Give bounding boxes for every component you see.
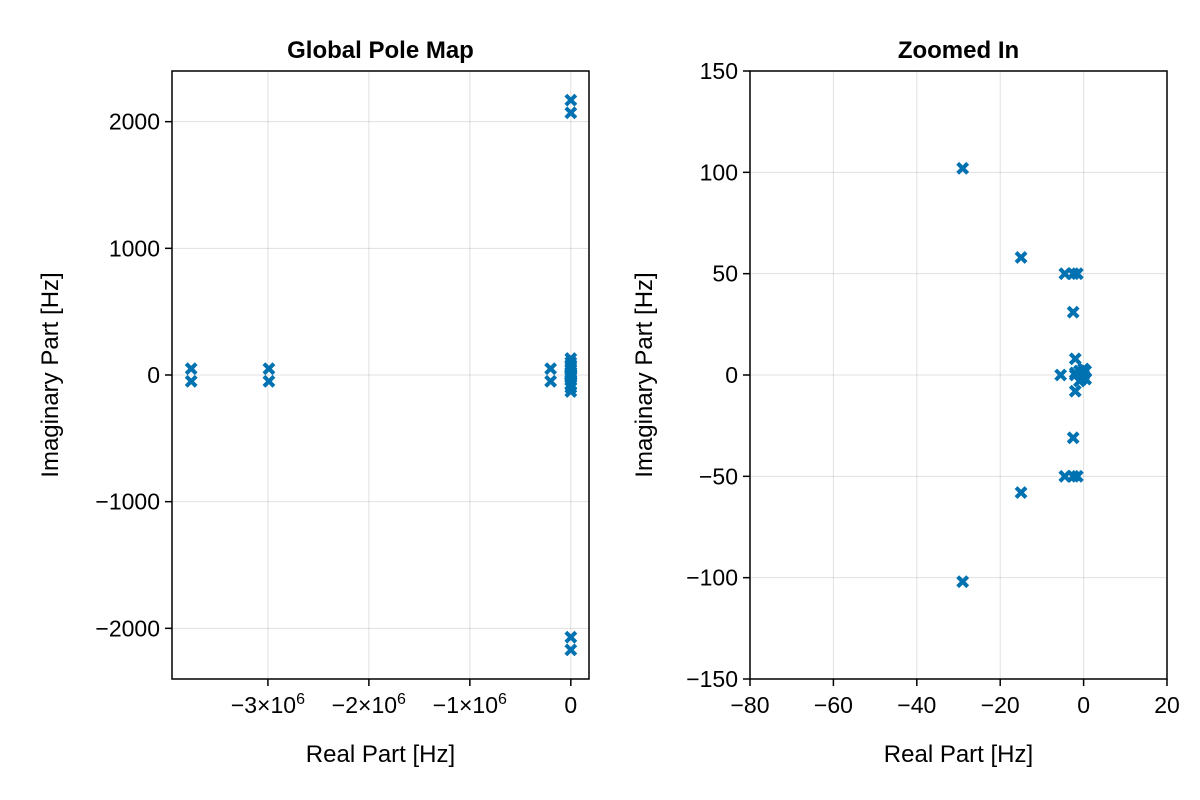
x-tick-label: −60 xyxy=(814,692,853,718)
x-tick-label: −2×106 xyxy=(332,691,406,718)
y-tick-label: 0 xyxy=(725,362,738,388)
pole-marker xyxy=(262,362,276,376)
pole-marker xyxy=(1070,469,1084,483)
pole-marker xyxy=(1068,352,1082,366)
pole-marker xyxy=(1068,384,1082,398)
x-tick-label: −80 xyxy=(730,692,769,718)
zoomed-in-panel: −80 −60 −40 −20 0 20 −150 −100 −50 0 50 100 150 Zoome… xyxy=(631,37,1180,768)
pole-marker xyxy=(544,362,558,376)
pole-marker xyxy=(184,362,198,376)
x-tick-label: −1×106 xyxy=(433,691,507,718)
pole-marker xyxy=(1054,368,1068,382)
y-tick-label: −100 xyxy=(686,565,738,591)
pole-marker xyxy=(262,374,276,388)
x-axis-label: Real Part [Hz] xyxy=(884,741,1033,768)
x-tick-label: 20 xyxy=(1154,692,1180,718)
y-tick-label: 2000 xyxy=(109,109,160,135)
pole-marker xyxy=(956,575,970,589)
pole-marker xyxy=(1014,251,1028,264)
pole-marker xyxy=(564,630,578,644)
pole-marker xyxy=(1066,431,1080,445)
global-pole-map-panel: −3×106 −2×106 −1×106 0 −2000 −1000 0 1000 2000 Gl… xyxy=(37,37,590,768)
y-axis-label: Imaginary Part [Hz] xyxy=(631,272,658,477)
chart-title: Global Pole Map xyxy=(287,37,474,64)
y-tick-label: 0 xyxy=(147,362,160,388)
x-tick-label: −3×106 xyxy=(231,691,305,718)
y-tick-label: 150 xyxy=(700,58,738,84)
pole-marker xyxy=(564,106,578,120)
x-tick-label: 0 xyxy=(564,692,577,718)
pole-marker xyxy=(564,643,578,657)
x-axis-label: Real Part [Hz] xyxy=(306,741,455,768)
chart-title: Zoomed In xyxy=(898,37,1019,64)
y-tick-label: −1000 xyxy=(95,489,160,515)
pole-marker xyxy=(564,93,578,107)
x-tick-label: −20 xyxy=(981,692,1020,718)
y-tick-label: −50 xyxy=(699,463,738,489)
y-tick-label: 100 xyxy=(700,159,738,185)
x-tick-label: 0 xyxy=(1077,692,1090,718)
pole-marker xyxy=(1073,374,1086,388)
y-axis-label: Imaginary Part [Hz] xyxy=(37,272,64,477)
pole-marker xyxy=(1070,267,1084,281)
pole-marker xyxy=(1014,486,1028,499)
pole-marker xyxy=(956,161,970,175)
pole-marker xyxy=(1066,305,1080,319)
pole-marker xyxy=(184,374,198,388)
y-tick-label: 1000 xyxy=(109,235,160,261)
y-tick-label: 50 xyxy=(712,261,738,287)
pole-marker xyxy=(1068,366,1082,380)
pole-marker xyxy=(544,374,558,388)
x-tick-label: −40 xyxy=(897,692,936,718)
pole-marker xyxy=(564,368,578,382)
y-tick-label: −2000 xyxy=(95,615,160,641)
pole-marker xyxy=(1077,362,1091,376)
y-tick-label: −150 xyxy=(686,666,738,692)
